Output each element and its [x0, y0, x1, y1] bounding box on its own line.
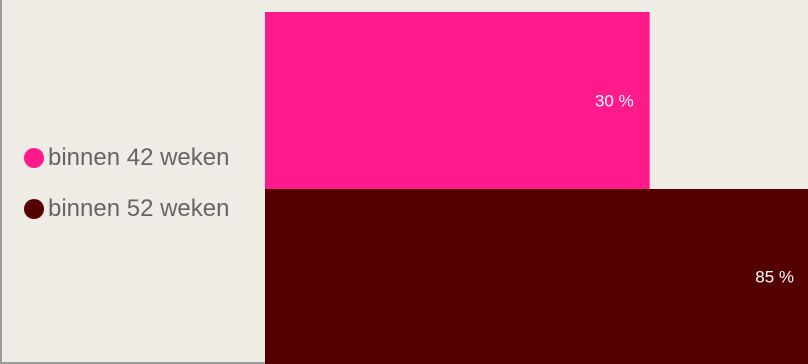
bar-binnen-42-weken: [265, 12, 650, 189]
data-label-binnen-52-weken: 85 %: [755, 268, 794, 287]
legend-swatch-binnen-42-weken: [24, 148, 44, 168]
legend-item-binnen-52-weken: binnen 52 weken: [24, 193, 229, 225]
chart-bars: [265, 12, 808, 364]
legend-label-binnen-42-weken: binnen 42 weken: [48, 144, 230, 171]
legend-label-binnen-52-weken: binnen 52 weken: [48, 195, 230, 222]
bar-binnen-52-weken: [265, 189, 808, 364]
legend-swatch-binnen-52-weken: [24, 199, 44, 219]
chart-data-labels: 30 % 85 %: [595, 92, 794, 287]
legend-item-binnen-42-weken: binnen 42 weken: [24, 142, 229, 174]
data-label-binnen-42-weken: 30 %: [595, 92, 634, 111]
chart-legend: binnen 42 weken binnen 52 weken: [24, 142, 229, 244]
